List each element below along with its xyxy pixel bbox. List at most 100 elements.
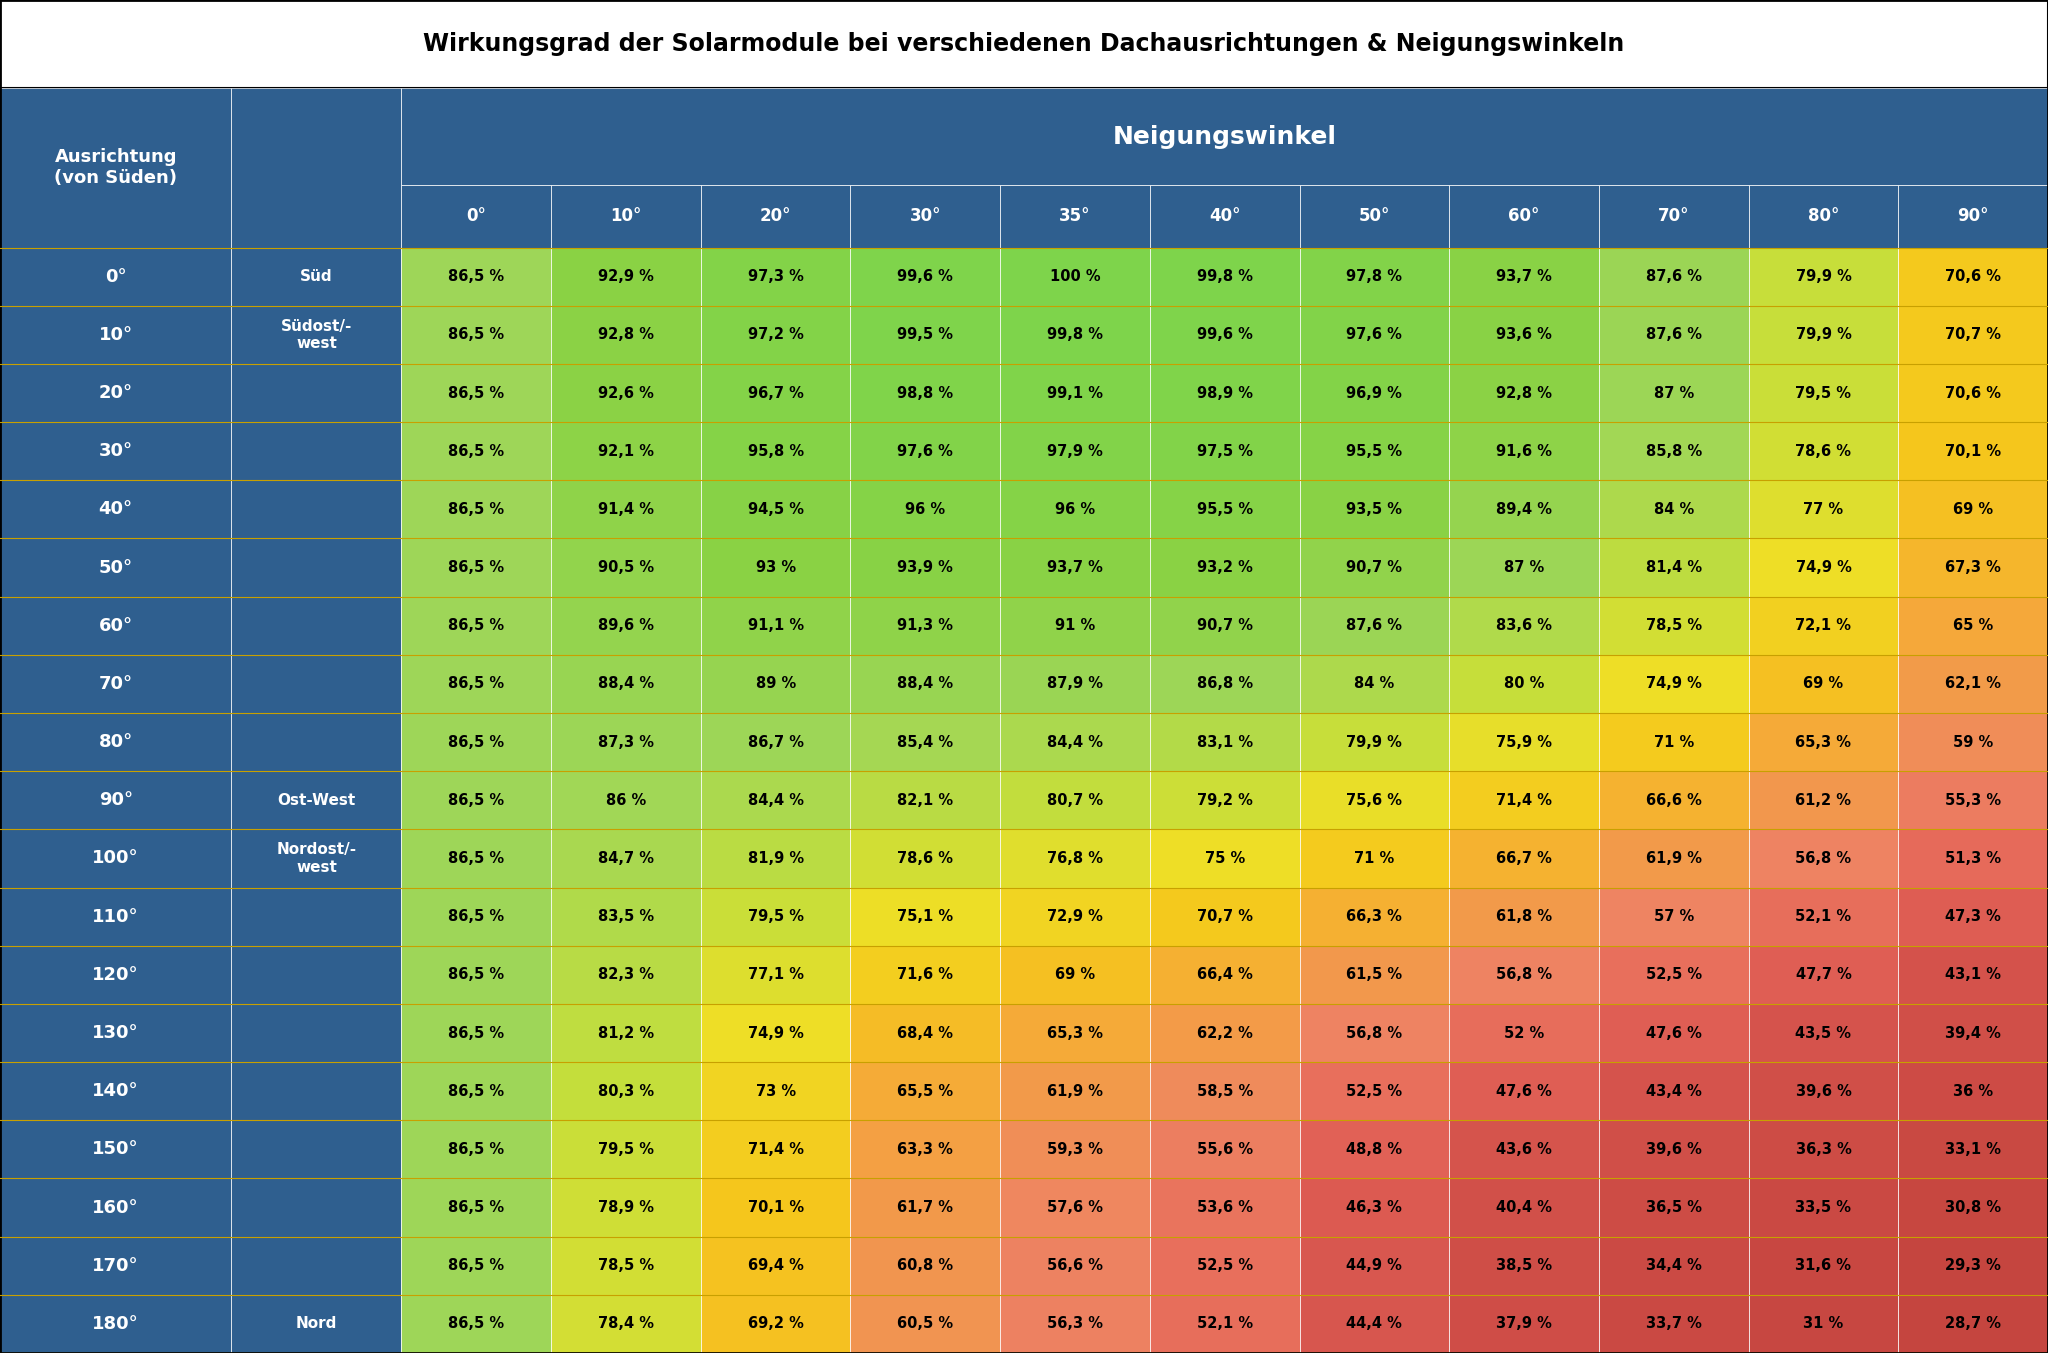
Bar bbox=[1599, 888, 1749, 946]
Text: 55,3 %: 55,3 % bbox=[1946, 793, 2001, 808]
Bar bbox=[850, 946, 999, 1004]
Bar bbox=[1300, 1120, 1450, 1178]
Bar bbox=[1898, 771, 2048, 829]
Text: 90°: 90° bbox=[1958, 207, 1989, 226]
Text: 85,4 %: 85,4 % bbox=[897, 735, 954, 750]
Text: 96,9 %: 96,9 % bbox=[1346, 386, 1403, 400]
Bar bbox=[850, 422, 999, 480]
Bar bbox=[1149, 422, 1300, 480]
Text: 86 %: 86 % bbox=[606, 793, 645, 808]
Text: 92,9 %: 92,9 % bbox=[598, 269, 653, 284]
Text: 78,5 %: 78,5 % bbox=[1647, 618, 1702, 633]
Bar bbox=[0, 1178, 231, 1237]
Text: 36,5 %: 36,5 % bbox=[1647, 1200, 1702, 1215]
Text: 0°: 0° bbox=[467, 207, 485, 226]
Bar bbox=[1898, 480, 2048, 538]
Bar bbox=[551, 946, 700, 1004]
Text: 33,7 %: 33,7 % bbox=[1647, 1316, 1702, 1331]
Bar bbox=[1898, 597, 2048, 655]
Text: 86,7 %: 86,7 % bbox=[748, 735, 803, 750]
Text: 95,8 %: 95,8 % bbox=[748, 444, 803, 459]
Bar bbox=[1450, 888, 1599, 946]
Text: 53,6 %: 53,6 % bbox=[1196, 1200, 1253, 1215]
Text: 61,7 %: 61,7 % bbox=[897, 1200, 952, 1215]
Text: 99,5 %: 99,5 % bbox=[897, 327, 952, 342]
Text: 82,3 %: 82,3 % bbox=[598, 967, 653, 982]
Text: 71 %: 71 % bbox=[1354, 851, 1395, 866]
Bar bbox=[1300, 422, 1450, 480]
Text: 76,8 %: 76,8 % bbox=[1047, 851, 1104, 866]
Bar bbox=[231, 538, 401, 597]
Text: 74,9 %: 74,9 % bbox=[1796, 560, 1851, 575]
Text: 86,5 %: 86,5 % bbox=[449, 502, 504, 517]
Bar bbox=[401, 1004, 551, 1062]
Bar bbox=[1450, 1295, 1599, 1353]
Text: 65,3 %: 65,3 % bbox=[1796, 735, 1851, 750]
Text: 43,1 %: 43,1 % bbox=[1946, 967, 2001, 982]
Bar bbox=[700, 1004, 850, 1062]
Bar bbox=[1300, 480, 1450, 538]
Text: 80,7 %: 80,7 % bbox=[1047, 793, 1104, 808]
Bar bbox=[850, 1120, 999, 1178]
Bar bbox=[0, 946, 231, 1004]
Bar bbox=[999, 185, 1149, 248]
Bar bbox=[551, 248, 700, 306]
Text: 86,5 %: 86,5 % bbox=[449, 793, 504, 808]
Bar bbox=[1149, 655, 1300, 713]
Text: 47,6 %: 47,6 % bbox=[1647, 1026, 1702, 1040]
Bar bbox=[1149, 480, 1300, 538]
Bar bbox=[999, 1178, 1149, 1237]
Bar bbox=[999, 1120, 1149, 1178]
Text: 36,3 %: 36,3 % bbox=[1796, 1142, 1851, 1157]
Text: 39,6 %: 39,6 % bbox=[1647, 1142, 1702, 1157]
Bar bbox=[231, 1237, 401, 1295]
Bar bbox=[231, 480, 401, 538]
Text: 63,3 %: 63,3 % bbox=[897, 1142, 952, 1157]
Text: 87,6 %: 87,6 % bbox=[1346, 618, 1403, 633]
Bar bbox=[999, 597, 1149, 655]
Bar bbox=[999, 306, 1149, 364]
Bar bbox=[401, 248, 551, 306]
Bar bbox=[1599, 248, 1749, 306]
Text: 75,6 %: 75,6 % bbox=[1346, 793, 1403, 808]
Bar bbox=[1898, 538, 2048, 597]
Bar bbox=[1300, 655, 1450, 713]
Text: Nordost/-
west: Nordost/- west bbox=[276, 843, 356, 874]
Bar bbox=[999, 364, 1149, 422]
Bar bbox=[700, 1120, 850, 1178]
Bar bbox=[1149, 597, 1300, 655]
Bar bbox=[1599, 538, 1749, 597]
Text: 79,5 %: 79,5 % bbox=[1796, 386, 1851, 400]
Text: 69,2 %: 69,2 % bbox=[748, 1316, 803, 1331]
Text: 51,3 %: 51,3 % bbox=[1946, 851, 2001, 866]
Text: 30,8 %: 30,8 % bbox=[1946, 1200, 2001, 1215]
Text: 110°: 110° bbox=[92, 908, 139, 925]
Bar bbox=[1749, 829, 1898, 888]
Bar bbox=[401, 1178, 551, 1237]
Text: 87,3 %: 87,3 % bbox=[598, 735, 653, 750]
Text: 57 %: 57 % bbox=[1653, 909, 1694, 924]
Text: 80°: 80° bbox=[1808, 207, 1839, 226]
Text: 47,3 %: 47,3 % bbox=[1946, 909, 2001, 924]
Text: 84 %: 84 % bbox=[1653, 502, 1694, 517]
Bar bbox=[0, 713, 231, 771]
Bar bbox=[1898, 1004, 2048, 1062]
Text: 92,8 %: 92,8 % bbox=[598, 327, 653, 342]
Bar bbox=[1149, 829, 1300, 888]
Text: 170°: 170° bbox=[92, 1257, 139, 1275]
Text: 86,5 %: 86,5 % bbox=[449, 735, 504, 750]
Text: 100°: 100° bbox=[92, 850, 139, 867]
Text: 70,1 %: 70,1 % bbox=[1946, 444, 2001, 459]
Bar bbox=[1149, 1295, 1300, 1353]
Text: 66,4 %: 66,4 % bbox=[1196, 967, 1253, 982]
Text: 86,5 %: 86,5 % bbox=[449, 967, 504, 982]
Text: 43,5 %: 43,5 % bbox=[1796, 1026, 1851, 1040]
Bar bbox=[551, 771, 700, 829]
Text: 86,5 %: 86,5 % bbox=[449, 269, 504, 284]
Bar bbox=[1300, 1004, 1450, 1062]
Text: 91,4 %: 91,4 % bbox=[598, 502, 653, 517]
Text: 81,4 %: 81,4 % bbox=[1647, 560, 1702, 575]
Bar bbox=[1599, 364, 1749, 422]
Text: 93 %: 93 % bbox=[756, 560, 797, 575]
Text: 97,6 %: 97,6 % bbox=[897, 444, 952, 459]
